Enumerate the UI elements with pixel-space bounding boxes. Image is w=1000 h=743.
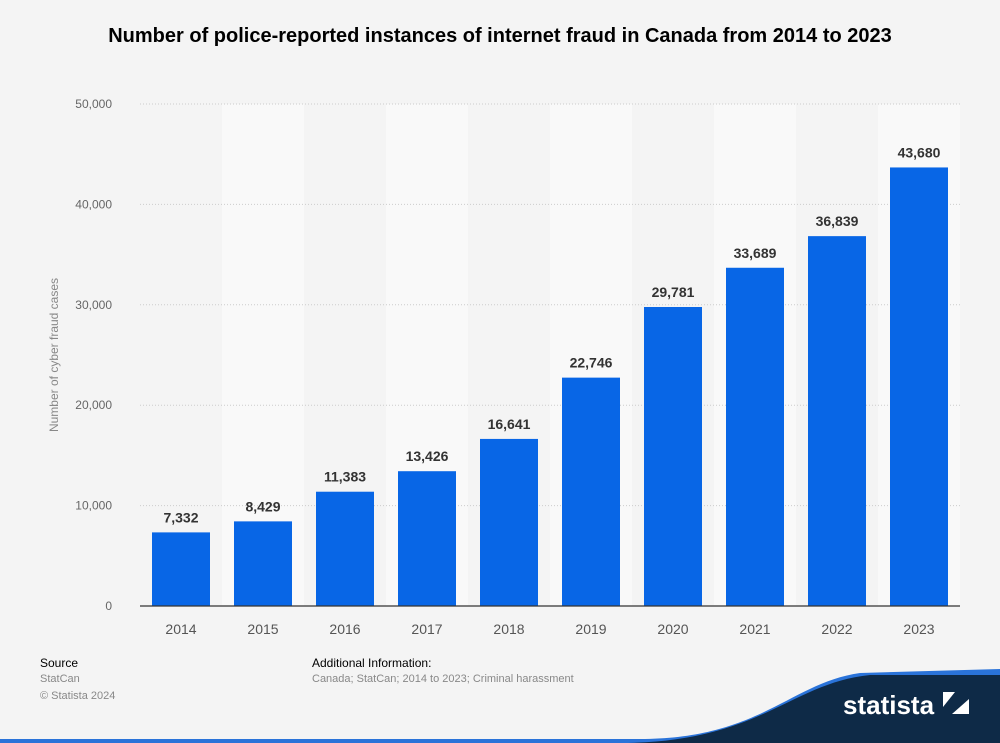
x-tick-2017: 2017 <box>411 621 442 637</box>
bar-2017[interactable] <box>398 471 456 606</box>
chart-title: Number of police-reported instances of i… <box>108 25 892 47</box>
x-tick-2016: 2016 <box>329 621 360 637</box>
logo-text: statista <box>843 690 935 720</box>
x-tick-2014: 2014 <box>165 621 196 637</box>
source-value[interactable]: StatCan <box>40 673 80 685</box>
data-label-2019: 22,746 <box>570 355 613 371</box>
x-tick-2020: 2020 <box>657 621 688 637</box>
x-tick-2021: 2021 <box>739 621 770 637</box>
y-tick-label: 30,000 <box>75 298 112 312</box>
data-label-2016: 11,383 <box>324 469 366 485</box>
data-label-2017: 13,426 <box>406 448 449 464</box>
source-heading: Source <box>40 656 79 670</box>
bar-2016[interactable] <box>316 491 374 606</box>
bar-chart: 7,332 8,429 11,383 13,426 16,641 22,746 29,781… <box>47 97 960 637</box>
y-tick-label: 0 <box>105 599 112 613</box>
y-tick-label: 20,000 <box>75 398 112 412</box>
bar-2018[interactable] <box>480 438 538 606</box>
x-tick-2018: 2018 <box>493 621 524 637</box>
data-label-2022: 36,839 <box>816 213 859 229</box>
statista-logo-icon <box>943 692 969 714</box>
copyright: © Statista 2024 <box>40 690 116 702</box>
data-label-2021: 33,689 <box>734 245 777 261</box>
bar-2019[interactable] <box>562 377 620 606</box>
statista-logo-banner[interactable]: statista <box>0 663 1000 743</box>
bar-2023[interactable] <box>890 167 948 606</box>
x-tick-2015: 2015 <box>247 621 278 637</box>
x-tick-2019: 2019 <box>575 621 606 637</box>
data-label-2014: 7,332 <box>163 509 198 525</box>
x-tick-2022: 2022 <box>821 621 852 637</box>
y-axis-label: Number of cyber fraud cases <box>47 278 61 432</box>
bar-2015[interactable] <box>234 521 292 606</box>
additional-info-value: Canada; StatCan; 2014 to 2023; Criminal … <box>312 673 574 685</box>
data-label-2023: 43,680 <box>898 144 941 160</box>
data-label-2015: 8,429 <box>245 498 280 514</box>
data-label-2018: 16,641 <box>488 416 531 432</box>
y-tick-label: 10,000 <box>75 499 112 513</box>
data-label-2020: 29,781 <box>652 284 695 300</box>
bar-2014[interactable] <box>152 532 210 606</box>
y-tick-label: 50,000 <box>75 97 112 111</box>
additional-info-heading: Additional Information: <box>312 656 432 670</box>
y-tick-label: 40,000 <box>75 197 112 211</box>
bar-2022[interactable] <box>808 236 866 606</box>
x-tick-2023: 2023 <box>903 621 934 637</box>
bar-2020[interactable] <box>644 306 702 606</box>
bar-2021[interactable] <box>726 267 784 606</box>
